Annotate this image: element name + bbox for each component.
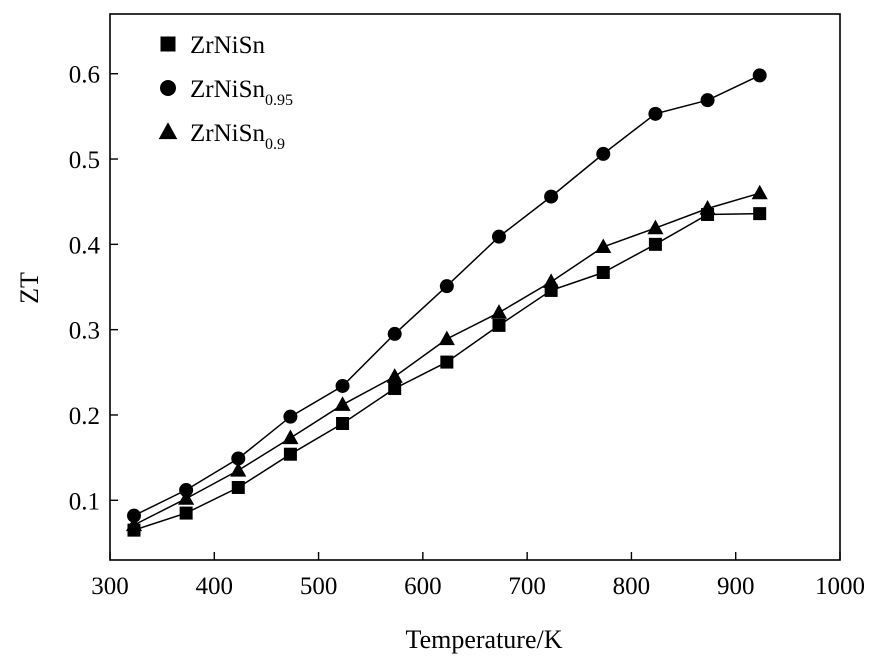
data-point-triangle <box>490 304 508 319</box>
x-tick-label: 400 <box>196 573 234 600</box>
x-tick-label: 600 <box>404 573 442 600</box>
data-point-triangle <box>282 429 299 445</box>
data-point-circle <box>439 279 454 294</box>
y-tick-label: 0.5 <box>69 147 100 174</box>
y-tick-label: 0.2 <box>69 403 100 430</box>
legend-label: ZrNiSn <box>190 32 266 59</box>
data-point-triangle <box>595 238 612 254</box>
data-point-triangle <box>751 184 768 200</box>
data-point-square <box>492 318 506 332</box>
y-tick-label: 0.4 <box>69 232 101 259</box>
data-point-circle <box>283 409 298 424</box>
y-axis: 0.1 0.2 0.3 0.4 0.5 0.6 <box>69 62 118 515</box>
x-tick-label: 900 <box>717 573 755 600</box>
x-axis-title: Temperature/K <box>406 625 563 654</box>
legend-marker-square <box>160 36 176 52</box>
data-point-circle <box>544 189 559 204</box>
series-line-1 <box>133 212 760 531</box>
data-point-square <box>596 265 610 279</box>
x-tick-label: 700 <box>508 573 546 600</box>
data-point-triangle <box>334 396 351 411</box>
data-point-circle <box>700 93 715 108</box>
data-point-circle <box>491 229 506 244</box>
y-tick-label: 0.1 <box>69 488 100 515</box>
legend-marker-circle <box>160 80 176 96</box>
data-point-triangle <box>543 273 560 289</box>
data-point-triangle <box>699 200 716 215</box>
legend-label: ZrNiSn0.9 <box>190 120 285 153</box>
data-point-triangle <box>125 516 143 532</box>
data-point-square <box>336 417 350 430</box>
x-tick-label: 800 <box>613 573 651 600</box>
data-point-circle <box>648 106 663 121</box>
data-point-triangle <box>647 219 664 235</box>
data-point-circle <box>335 378 350 393</box>
y-tick-label: 0.3 <box>69 318 100 345</box>
data-point-triangle <box>178 490 195 505</box>
y-axis-title: ZT <box>15 272 44 304</box>
x-tick-label: 1000 <box>815 573 865 600</box>
x-axis: 300 400 500 600 700 800 900 1000 <box>91 552 865 600</box>
legend-marker-triangle <box>158 122 178 140</box>
data-point-square <box>440 355 454 369</box>
data-point-circle <box>752 68 767 83</box>
data-point-square <box>283 447 297 461</box>
data-point-triangle <box>386 368 403 383</box>
y-tick-label: 0.6 <box>69 62 100 89</box>
data-point-triangle <box>230 461 247 477</box>
data-point-square <box>648 237 662 251</box>
data-point-triangle <box>438 330 455 346</box>
x-tick-label: 500 <box>300 573 338 600</box>
data-point-circle <box>126 508 141 523</box>
data-point-circle <box>596 146 611 161</box>
legend-label: ZrNiSn0.95 <box>190 76 293 109</box>
data-point-square <box>231 480 245 494</box>
x-tick-label: 300 <box>91 573 129 600</box>
data-point-square <box>753 207 767 221</box>
data-point-circle <box>387 326 402 341</box>
data-point-circle <box>179 483 194 498</box>
plot-frame <box>109 13 841 561</box>
legend: ZrNiSn ZrNiSn0.95 ZrNiSn0.9 <box>158 32 293 153</box>
data-point-square <box>388 382 402 396</box>
series-markers <box>125 68 768 537</box>
data-point-circle <box>231 451 246 466</box>
data-point-square <box>179 506 193 520</box>
